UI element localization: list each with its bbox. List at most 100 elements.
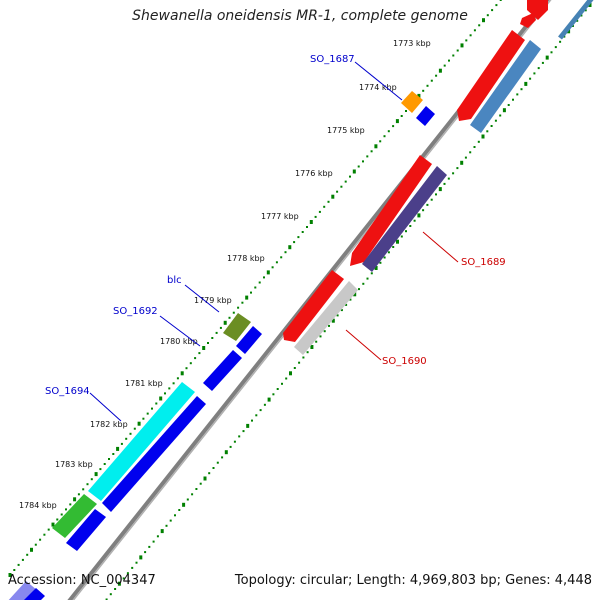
inner-tick-mark: [537, 67, 540, 70]
outer-tick-mark: [223, 320, 227, 325]
inner-tick-mark: [169, 519, 172, 522]
inner-tick-mark: [144, 551, 147, 554]
accession-text: Accession: NC_004347: [8, 573, 156, 588]
outer-tick-mark: [168, 387, 171, 390]
outer-tick-mark: [387, 130, 390, 133]
inner-tick-mark: [387, 251, 390, 254]
outer-tick-mark: [215, 331, 218, 334]
outer-tick-mark: [417, 93, 421, 98]
inner-tick-mark: [447, 177, 450, 180]
outer-tick-mark: [460, 43, 464, 48]
outer-tick-mark: [176, 377, 179, 380]
inner-tick-mark: [383, 256, 386, 259]
reverse-strand: [283, 0, 594, 355]
inner-tick-mark: [507, 104, 510, 106]
leader-so1692: [159, 315, 201, 347]
inner-tick-mark: [208, 472, 211, 475]
inner-tick-mark: [584, 9, 587, 12]
outer-tick-mark: [327, 200, 330, 203]
inner-tick-mark: [481, 134, 485, 139]
feature-edge-line: [558, 0, 594, 40]
gene-label-blc[interactable]: blc: [167, 275, 182, 286]
outer-tick-mark: [309, 220, 313, 224]
outer-tick-mark: [94, 472, 98, 477]
feature-so1690-gray: [294, 281, 358, 355]
feature-so1693-blue: [102, 396, 206, 512]
outer-tick-mark: [250, 291, 252, 294]
tick-label: 1775 kbp: [327, 126, 365, 135]
inner-tick-mark: [246, 423, 250, 428]
outer-tick-mark: [263, 276, 265, 279]
outer-tick-mark: [133, 427, 136, 430]
outer-tick-mark: [116, 446, 120, 451]
inner-tick-mark: [430, 198, 433, 201]
inner-tick-mark: [152, 540, 155, 543]
outer-tick-mark: [86, 483, 89, 486]
gene-label-so1692[interactable]: SO_1692: [113, 306, 158, 317]
outer-tick-mark: [146, 412, 149, 415]
outer-tick-mark: [478, 24, 481, 27]
inner-tick-mark: [426, 203, 429, 206]
inner-tick-mark: [559, 40, 562, 43]
outer-tick-mark: [30, 547, 33, 552]
inner-tick-mark: [545, 55, 549, 60]
feature-so1688-steel: [470, 40, 541, 133]
inner-tick-mark: [276, 388, 279, 390]
tick-label: 1784 kbp: [19, 501, 57, 510]
outer-tick-mark: [340, 185, 343, 188]
inner-tick-mark: [469, 151, 472, 154]
outer-tick-mark: [90, 478, 93, 481]
outer-tick-mark: [301, 231, 304, 233]
inner-tick-mark: [340, 309, 343, 312]
outer-tick-mark: [352, 169, 356, 174]
inner-tick-mark: [438, 187, 442, 192]
tick-label: 1782 kbp: [90, 420, 128, 429]
outer-tick-mark: [275, 261, 278, 264]
outer-tick-mark: [392, 125, 395, 128]
gene-label-so1690[interactable]: SO_1690: [382, 356, 427, 367]
outer-tick-mark: [245, 295, 249, 300]
inner-tick-mark: [580, 14, 583, 17]
tick-label: 1778 kbp: [227, 254, 265, 263]
outer-tick-mark: [438, 68, 442, 73]
inner-tick-mark: [203, 476, 207, 481]
gene-label-so1689[interactable]: SO_1689: [461, 257, 506, 268]
outer-tick-mark: [344, 180, 347, 183]
outer-tick-mark: [254, 286, 257, 289]
outer-tick-mark: [306, 226, 308, 228]
outer-tick-mark: [228, 316, 231, 319]
inner-tick-track: [105, 3, 592, 600]
outer-tick-mark: [155, 402, 158, 405]
tick-label: 1780 kbp: [160, 337, 198, 346]
gene-label-so1694[interactable]: SO_1694: [45, 386, 90, 397]
inner-tick-mark: [336, 314, 339, 317]
inner-tick-mark: [567, 29, 571, 34]
outer-tick-mark: [395, 119, 399, 124]
inner-tick-mark: [310, 345, 314, 349]
inner-tick-mark: [191, 493, 194, 496]
outer-tick-mark: [237, 306, 240, 309]
outer-tick-mark: [99, 468, 102, 471]
inner-tick-mark: [379, 261, 382, 264]
inner-tick-mark: [550, 51, 553, 54]
outer-tick-track: [8, 0, 502, 577]
inner-tick-mark: [139, 555, 143, 560]
inner-tick-mark: [409, 225, 412, 227]
feature-bottom-blue2: [24, 588, 45, 600]
outer-tick-mark: [422, 89, 425, 92]
outer-tick-mark: [112, 453, 115, 455]
inner-tick-mark: [199, 482, 202, 485]
inner-tick-mark: [576, 19, 579, 22]
outer-tick-mark: [232, 311, 235, 314]
inner-tick-mark: [541, 61, 544, 64]
outer-tick-mark: [473, 29, 476, 32]
inner-tick-mark: [122, 577, 125, 580]
feature-top-red-small: [520, 13, 536, 28]
gene-label-so1687[interactable]: SO_1687: [310, 54, 355, 65]
feature-blc-olive: [223, 313, 251, 341]
outer-tick-mark: [47, 528, 50, 531]
outer-tick-mark: [293, 241, 296, 244]
outer-tick-mark: [314, 215, 317, 218]
feature-so1692a-blue: [236, 326, 262, 354]
inner-tick-mark: [362, 282, 365, 285]
